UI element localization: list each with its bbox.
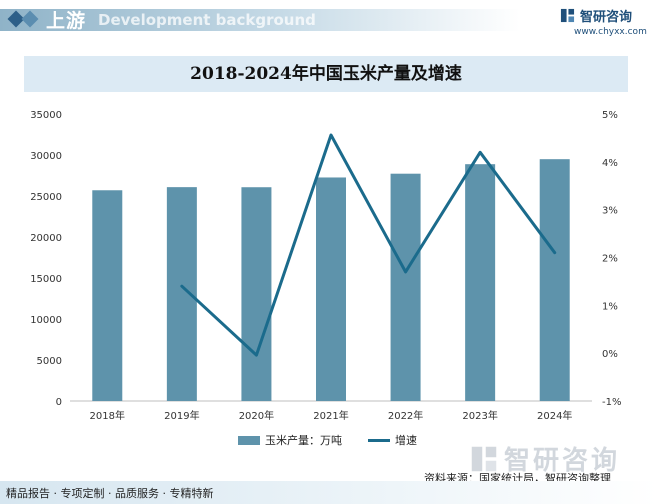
brand: 智研咨询	[560, 6, 632, 25]
y-right-tick-label: 4%	[602, 158, 618, 169]
footer-tagline: 精品报告 · 专项定制 · 品质服务 · 专精特新	[6, 487, 214, 500]
bar	[465, 164, 496, 401]
y-left-tick-label: 25000	[30, 192, 62, 203]
x-tick-label: 2019年	[164, 409, 199, 422]
x-tick-label: 2018年	[90, 409, 125, 422]
x-tick-label: 2024年	[537, 409, 572, 422]
y-right-tick-label: -1%	[602, 397, 621, 408]
brand-name: 智研咨询	[580, 10, 633, 25]
header-bar	[0, 9, 520, 31]
y-right-tick-label: 0%	[602, 349, 618, 360]
x-tick-label: 2023年	[462, 409, 497, 422]
y-left-tick-label: 5000	[37, 356, 62, 367]
brand-url[interactable]: www.chyxx.com	[574, 27, 647, 37]
watermark-logo: 智研咨询	[470, 440, 620, 477]
legend-swatch-line	[368, 438, 390, 442]
chart-title-band: 2018-2024年中国玉米产量及增速	[24, 56, 628, 92]
bar	[241, 187, 272, 401]
growth-line	[180, 133, 557, 357]
brand-logo-icon	[560, 8, 575, 23]
footer-bar	[0, 481, 658, 504]
legend-item-bar: 玉米产量：万吨	[238, 432, 342, 448]
y-right-tick-label: 3%	[602, 206, 618, 217]
chart-title: 2018-2024年中国玉米产量及增速	[190, 64, 462, 84]
section-label: 上游	[46, 10, 87, 32]
x-tick-label: 2022年	[388, 409, 423, 422]
y-left-tick-label: 30000	[30, 151, 62, 162]
chart-legend: 玉米产量：万吨 增速	[238, 432, 443, 448]
x-tick-label: 2021年	[313, 409, 348, 422]
bar	[316, 177, 346, 401]
bar	[539, 159, 570, 401]
legend-swatch-bar	[238, 435, 260, 445]
bar	[92, 190, 123, 401]
y-right-tick-label: 2%	[602, 254, 618, 265]
legend-label-line: 增速	[395, 434, 417, 447]
x-tick-label: 2020年	[239, 409, 274, 422]
y-left-tick-label: 20000	[30, 233, 62, 244]
bar	[390, 173, 421, 401]
watermark-logo-icon	[471, 446, 497, 471]
section-label-en: Development background	[98, 11, 316, 29]
watermark-logo-text: 智研咨询	[504, 446, 621, 476]
y-right-tick-label: 1%	[602, 301, 618, 312]
header: 上游 Development background 智研咨询 www.chyxx…	[0, 0, 658, 40]
y-right-tick-label: 5%	[602, 110, 618, 121]
y-left-tick-label: 35000	[30, 110, 62, 121]
chart: 0 5000 10000 15000 20000 25000 30000 35000 -1% 0%…	[30, 110, 621, 422]
y-left-tick-label: 10000	[30, 315, 62, 326]
y-left-tick-label: 0	[56, 397, 62, 408]
legend-label-bar: 玉米产量：万吨	[265, 434, 342, 447]
legend-item-line: 增速	[368, 432, 417, 448]
y-left-tick-label: 15000	[30, 274, 62, 285]
